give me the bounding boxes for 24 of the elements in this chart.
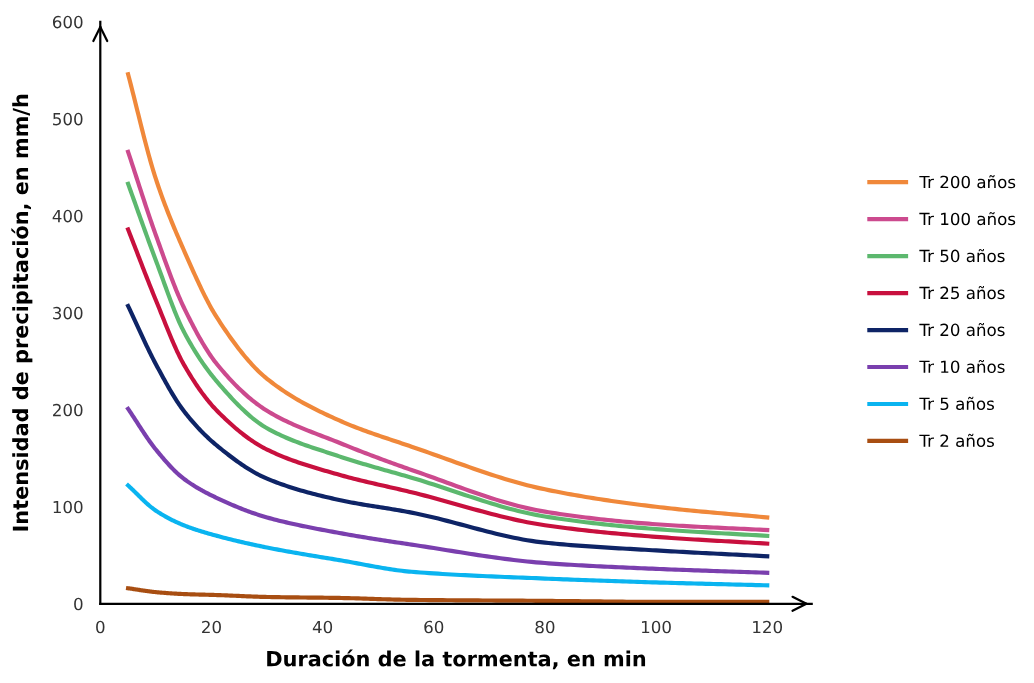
legend-label: Tr 2 años: [919, 433, 994, 448]
y-tick-label: 100: [53, 500, 83, 514]
y-tick-label: 600: [52, 15, 83, 29]
legend-label: Tr 5 años: [919, 396, 994, 411]
legend-label: Tr 100 años: [919, 212, 1016, 226]
y-axis-title: Intensidad de precipitación, en mm/h: [11, 94, 33, 531]
x-tick-label: 120: [753, 620, 783, 634]
x-tick-label: 100: [642, 620, 671, 634]
x-axis-title: Duración de la tormenta, en min: [267, 649, 646, 670]
legend-label: Tr 50 años: [919, 249, 1005, 263]
x-tick-label: 0: [96, 620, 105, 634]
x-tick-label: 80: [535, 620, 555, 634]
legend-label: Tr 20 años: [919, 322, 1005, 337]
x-tick-label: 40: [312, 620, 333, 634]
legend-label: Tr 25 años: [919, 285, 1005, 300]
y-tick-label: 500: [53, 112, 83, 126]
y-tick-label: 400: [52, 209, 83, 223]
y-tick-label: 200: [53, 403, 83, 417]
y-tick-label: 0: [74, 597, 83, 611]
legend-label: Tr 200 años: [919, 175, 1016, 189]
legend-label: Tr 10 años: [919, 359, 1005, 374]
y-tick-label: 300: [53, 306, 83, 320]
x-tick-label: 60: [424, 620, 444, 634]
x-tick-label: 20: [202, 620, 221, 634]
